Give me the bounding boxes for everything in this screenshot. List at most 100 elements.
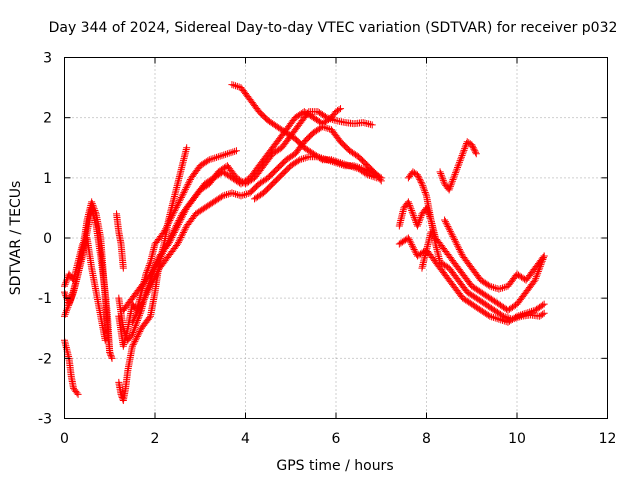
- data-point: [177, 215, 185, 223]
- data-point: [129, 341, 137, 349]
- data-point: [180, 189, 188, 197]
- data-point: [170, 230, 178, 238]
- data-point: [68, 293, 76, 301]
- data-point: [62, 279, 70, 287]
- data-point: [455, 245, 463, 253]
- data-point: [416, 175, 424, 183]
- data-point: [510, 315, 518, 323]
- data-point: [137, 302, 145, 310]
- data-point: [148, 267, 156, 275]
- data-point: [409, 242, 417, 250]
- data-point: [129, 317, 137, 325]
- data-point: [318, 123, 326, 131]
- data-point: [413, 171, 421, 179]
- x-tick-label: 0: [60, 431, 69, 447]
- data-point: [316, 153, 324, 161]
- data-point: [530, 278, 538, 286]
- data-point: [365, 171, 373, 179]
- data-point: [182, 184, 190, 192]
- data-point: [169, 210, 177, 218]
- data-point: [165, 240, 173, 248]
- data-point: [174, 200, 182, 208]
- data-point: [296, 156, 304, 164]
- data-point: [61, 280, 69, 288]
- data-point: [361, 165, 369, 173]
- data-point: [508, 315, 516, 323]
- data-point: [332, 159, 340, 167]
- data-point: [224, 190, 232, 198]
- data-point: [415, 219, 423, 227]
- data-point: [532, 274, 540, 282]
- data-point: [437, 171, 445, 179]
- data-point: [327, 157, 335, 165]
- data-point: [452, 167, 460, 175]
- data-point: [67, 295, 75, 303]
- data-point: [179, 229, 187, 237]
- data-point: [183, 144, 191, 152]
- data-point: [133, 308, 141, 316]
- data-point: [167, 215, 175, 223]
- data-point: [439, 175, 447, 183]
- data-point: [169, 232, 177, 240]
- data-point: [149, 265, 157, 273]
- data-point: [458, 151, 466, 159]
- data-point: [168, 212, 176, 220]
- data-point: [130, 315, 138, 323]
- data-point: [540, 309, 548, 317]
- data-point: [420, 185, 428, 193]
- data-point: [411, 247, 419, 255]
- data-point: [185, 179, 193, 187]
- data-point: [356, 164, 364, 172]
- data-point: [499, 316, 507, 324]
- data-point: [132, 320, 140, 328]
- data-point: [299, 155, 307, 163]
- data-point: [415, 217, 423, 225]
- data-point: [319, 155, 327, 163]
- data-point: [133, 332, 141, 340]
- data-point: [128, 318, 136, 326]
- data-point: [154, 255, 162, 263]
- data-point: [453, 241, 461, 249]
- data-point: [352, 162, 360, 170]
- data-point: [134, 331, 142, 339]
- data-point: [180, 227, 188, 235]
- data-point: [446, 184, 454, 192]
- data-point: [179, 230, 187, 238]
- data-point: [491, 314, 499, 322]
- data-point: [461, 143, 469, 151]
- data-point: [336, 160, 344, 168]
- data-point: [205, 156, 213, 164]
- data-point: [136, 303, 144, 311]
- data-point: [337, 105, 345, 113]
- data-point: [229, 148, 237, 156]
- data-point: [65, 300, 73, 308]
- data-point: [140, 295, 148, 303]
- data-point: [365, 167, 373, 175]
- data-point: [452, 239, 460, 247]
- data-point: [122, 331, 130, 339]
- data-point: [540, 252, 548, 260]
- data-point: [135, 305, 143, 313]
- data-point: [499, 312, 507, 320]
- data-point: [151, 262, 159, 270]
- series-arc-q: [436, 138, 480, 194]
- data-point: [178, 192, 186, 200]
- y-tick-labels: -3 -2 -1 0 1 2 3: [38, 51, 52, 428]
- data-point: [503, 313, 511, 321]
- data-point: [232, 147, 240, 155]
- data-point: [409, 244, 417, 252]
- data-point: [143, 289, 151, 297]
- y-tick-label: 3: [43, 51, 52, 67]
- data-point: [144, 287, 152, 295]
- data-point: [455, 244, 463, 252]
- data-point: [150, 264, 158, 272]
- data-point: [456, 157, 464, 165]
- data-point: [436, 168, 444, 176]
- data-point: [151, 272, 159, 280]
- data-point: [408, 208, 416, 216]
- data-point: [437, 170, 445, 178]
- data-point: [314, 153, 322, 161]
- data-point: [204, 157, 212, 165]
- data-point: [181, 187, 189, 195]
- data-point: [330, 158, 338, 166]
